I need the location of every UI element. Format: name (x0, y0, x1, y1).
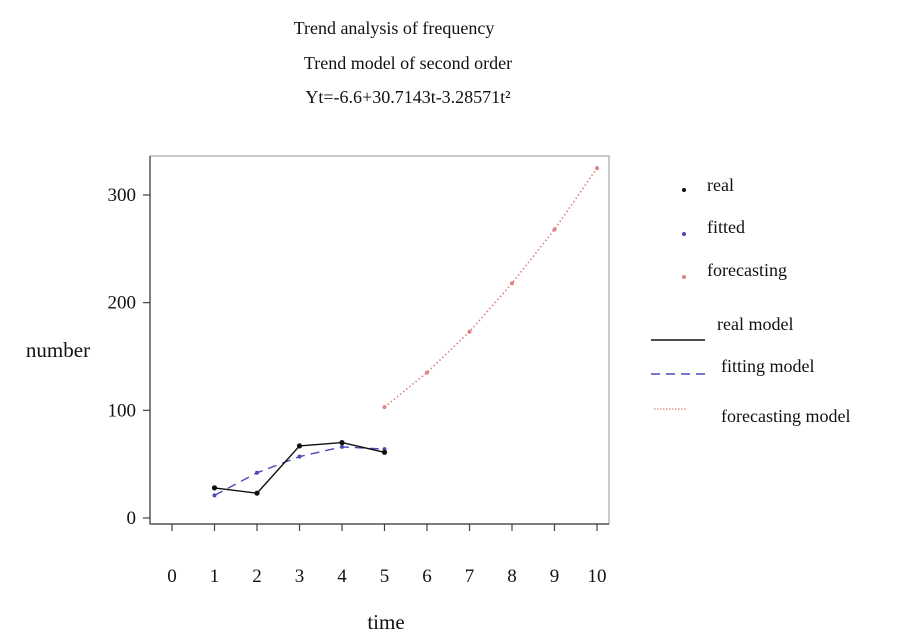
legend-forecasting-marker (682, 275, 686, 279)
series-line-real (215, 443, 385, 494)
x-tick-label: 6 (422, 566, 432, 587)
data-point-forecasting (468, 330, 472, 334)
data-point-fitted (340, 445, 344, 449)
y-tick-label: 200 (108, 293, 137, 314)
x-axis-label: time (367, 610, 404, 633)
x-tick-label: 7 (465, 566, 475, 587)
legend-fitting-model-label: fitting model (721, 356, 815, 376)
y-axis-label: number (26, 338, 90, 362)
x-tick-label: 10 (588, 566, 607, 587)
chart-equation: Yt=-6.6+30.7143t-3.28571t² (305, 87, 510, 107)
data-point-fitted (255, 471, 259, 475)
data-point-real (297, 443, 302, 448)
x-tick-label: 5 (380, 566, 390, 587)
x-tick-label: 9 (550, 566, 560, 587)
data-point-real (339, 440, 344, 445)
legend-real-label: real (707, 175, 734, 195)
data-point-forecasting (510, 281, 514, 285)
legend: real fitted forecasting real model fitti… (651, 175, 850, 426)
x-axis-ticks: 0 1 2 3 4 5 6 7 8 9 10 (167, 524, 606, 587)
x-tick-label: 3 (295, 566, 305, 587)
data-point-forecasting (383, 405, 387, 409)
x-tick-label: 8 (507, 566, 517, 587)
data-point-fitted (298, 455, 302, 459)
y-axis-ticks: 0 100 200 300 (108, 185, 151, 529)
y-tick-label: 300 (108, 185, 137, 206)
data-point-real (382, 450, 387, 455)
y-tick-label: 100 (108, 400, 137, 421)
legend-fitted-label: fitted (707, 217, 745, 237)
data-point-fitted (213, 493, 217, 497)
legend-forecasting-model-label: forecasting model (721, 406, 850, 426)
chart-title: Trend analysis of frequency (294, 18, 495, 38)
x-tick-label: 4 (337, 566, 347, 587)
data-point-forecasting (553, 228, 557, 232)
x-tick-label: 2 (252, 566, 262, 587)
data-point-forecasting (595, 166, 599, 170)
y-tick-label: 0 (127, 508, 137, 529)
data-point-real (254, 491, 259, 496)
x-tick-label: 1 (210, 566, 220, 587)
series-line-fitted (215, 447, 385, 496)
data-point-forecasting (425, 371, 429, 375)
data-point-real (212, 485, 217, 490)
legend-real-model-label: real model (717, 314, 793, 334)
legend-real-marker (682, 188, 686, 192)
series-layer (212, 166, 599, 497)
legend-fitted-marker (682, 232, 686, 236)
series-line-forecasting (385, 168, 598, 407)
legend-forecasting-label: forecasting (707, 260, 787, 280)
plot-frame (150, 156, 609, 524)
chart-subtitle: Trend model of second order (304, 53, 512, 73)
x-tick-label: 0 (167, 566, 177, 587)
